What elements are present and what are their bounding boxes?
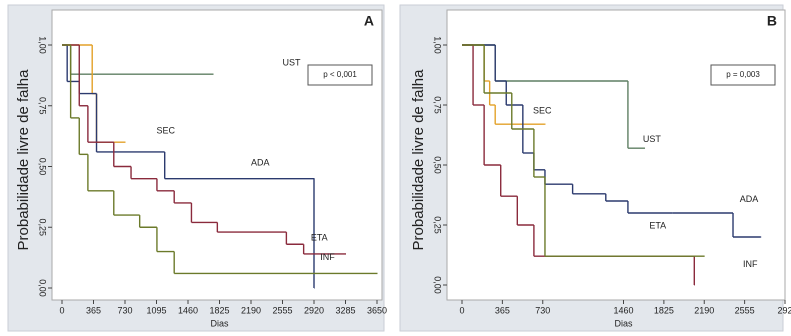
y-tick-label: 1,00 [38,36,48,54]
y-tick-label: 0,00 [433,276,443,294]
series-label: ADA [740,194,759,204]
series-label: UST [643,134,662,144]
series-line [62,44,378,275]
x-tick-label: 3285 [335,305,355,315]
y-tick-label: 0,75 [38,97,48,115]
x-tick-label: 1095 [146,305,166,315]
y-axis-label: Probabilidade livre de falha [410,69,427,251]
series-label: INF [320,252,335,262]
series-label: SEC [533,105,552,115]
plot-area [446,9,786,301]
x-tick-label: 0 [459,305,464,315]
series-label: ETA [311,233,328,243]
x-tick-label: 3650 [367,305,387,315]
y-tick-label: 0,25 [433,216,443,234]
panel: Bp = 0,003 0,00 0,25 0,50 0,75 1,00 0 365 730 146… [399,4,791,332]
x-tick-label: 2190 [241,305,261,315]
y-tick-label: 0,50 [433,156,443,174]
x-tick-label: 365 [495,305,510,315]
x-tick-label: 1460 [613,305,633,315]
panel-title: A [364,13,374,29]
y-axis-label: Probabilidade livre de falha [15,69,32,251]
x-tick-label: 0 [59,305,64,315]
x-tick-label: 1825 [654,305,674,315]
panel: Ap < 0,001 0,00 0,25 0,50 0,75 1,00 0 365 730 109… [7,4,387,332]
plot-area [51,9,383,301]
x-tick-label: 2920 [304,305,324,315]
y-tick-label: 0,50 [38,158,48,176]
annotation-box [307,64,373,86]
x-axis-label: Dias [210,318,229,328]
annotation: p = 0,003 [726,70,760,79]
y-tick-label: 0,25 [38,218,48,236]
y-tick-label: 1,00 [433,36,443,54]
series-label: UST [283,58,302,68]
y-tick-label: 0,00 [38,279,48,297]
series-line [62,44,346,255]
annotation-box [710,64,776,86]
x-tick-label: 292 [777,305,791,315]
series-label: ETA [649,221,666,231]
series-label: ADA [251,157,270,167]
x-tick-label: 1825 [209,305,229,315]
series-line [462,44,705,257]
x-tick-label: 2190 [694,305,714,315]
x-tick-label: 2555 [735,305,755,315]
x-tick-label: 365 [86,305,101,315]
x-axis-label: Dias [614,318,633,328]
x-tick-label: 730 [117,305,132,315]
panel-title: B [767,13,777,29]
annotation: p < 0,001 [323,70,357,79]
x-tick-label: 2555 [272,305,292,315]
x-tick-label: 1460 [178,305,198,315]
series-label: SEC [157,126,176,136]
x-tick-label: 730 [535,305,550,315]
y-tick-label: 0,75 [433,96,443,114]
series-label: INF [743,259,758,269]
